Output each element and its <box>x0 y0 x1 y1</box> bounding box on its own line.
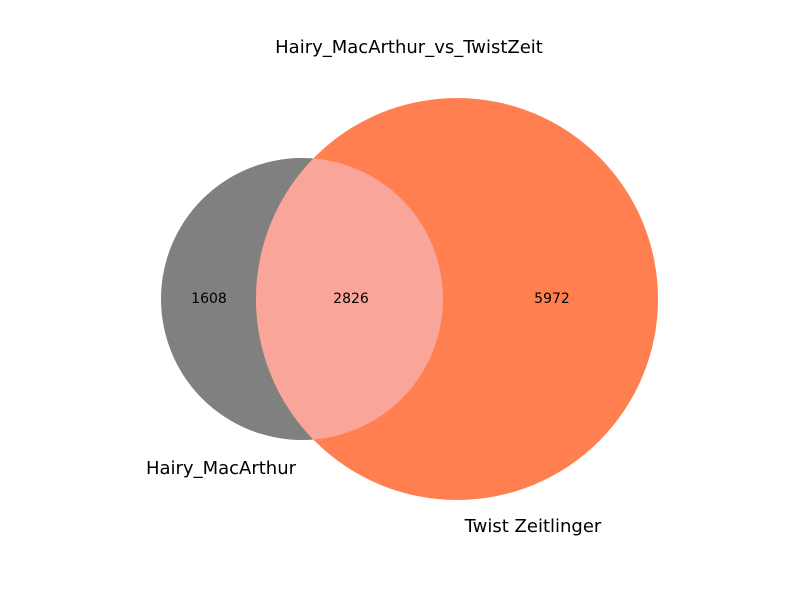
chart-title: Hairy_MacArthur_vs_TwistZeit <box>275 37 543 58</box>
intersection-count: 2826 <box>333 291 369 307</box>
intersection-region <box>256 158 443 440</box>
set-a-only-count: 1608 <box>191 291 227 307</box>
set-b-label: Twist Zeitlinger <box>464 516 602 537</box>
set-a-label: Hairy_MacArthur <box>146 458 297 479</box>
set-b-only-count: 5972 <box>534 291 570 307</box>
